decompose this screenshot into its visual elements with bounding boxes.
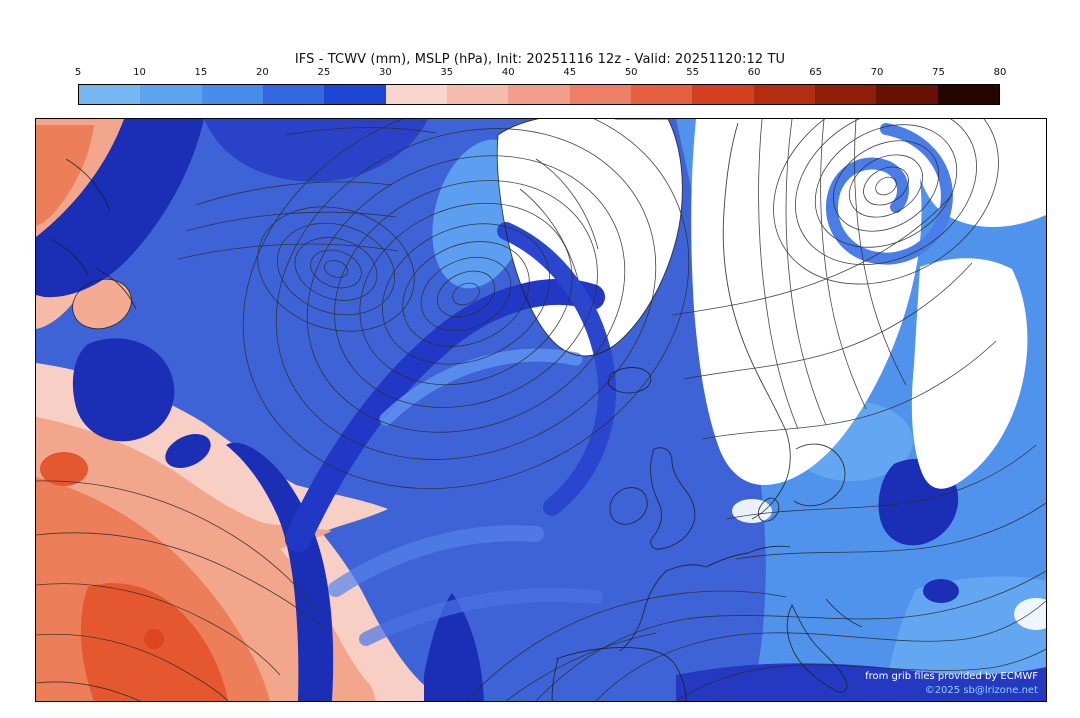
- colorbar-tick-label: 10: [133, 67, 146, 78]
- colorbar-segment: [569, 85, 631, 104]
- italy-coast: [786, 603, 848, 693]
- colorbar-tick-label: 65: [809, 67, 822, 78]
- colorbar-segment: [79, 85, 141, 104]
- colorbar-segment: [201, 85, 263, 104]
- britain-coast: [650, 447, 696, 550]
- scandinavia-dry-region: [691, 119, 922, 485]
- colorbar-segment: [753, 85, 815, 104]
- map-credits: from grib files provided by ECMWF ©2025 …: [865, 670, 1038, 698]
- colorbar-segment: [140, 85, 202, 104]
- credit-provider: from grib files provided by ECMWF: [865, 671, 1038, 682]
- colorbar-tick-label: 20: [256, 67, 269, 78]
- france-coast: [619, 570, 667, 652]
- colorbar-segment: [508, 85, 570, 104]
- credit-copyright: ©2025 sb@lrizone.net: [924, 685, 1038, 696]
- denmark-coast: [757, 497, 780, 522]
- coastlines: [49, 119, 863, 701]
- colorbar-tick-label: 40: [501, 67, 515, 78]
- east-dry-wedge: [911, 258, 1028, 489]
- colorbar-segment: [937, 85, 999, 104]
- colorbar-ticks: 5 10 15 20 25 30 35 40 45 50 55 60 65 70 75 80: [74, 67, 1007, 80]
- colorbar-segment: [262, 85, 325, 104]
- iceland-low-contours: [242, 119, 690, 489]
- map-frame: from grib files provided by ECMWF ©2025 …: [35, 118, 1047, 702]
- iberia-coast: [555, 647, 675, 664]
- colorbar-tick-label: 35: [440, 67, 454, 78]
- colorbar-segment: [876, 85, 938, 104]
- colorbar-tick-label: 55: [686, 67, 700, 78]
- colorbar-tick-label: 50: [624, 67, 638, 78]
- weather-map: [36, 119, 1046, 701]
- arctic-low-contours: [773, 119, 999, 285]
- colorbar-segment: [446, 85, 509, 104]
- colorbar-tick-label: 5: [74, 67, 82, 78]
- baltic-coast: [793, 443, 846, 507]
- chart-title: IFS - TCWV (mm), MSLP (hPa), Init: 20251…: [294, 52, 786, 67]
- greenland-coast: [496, 119, 683, 357]
- colorbar-tick-label: 80: [993, 67, 1007, 78]
- labrador-low-contours: [257, 206, 415, 332]
- colorbar-segment: [692, 85, 754, 104]
- norway-coast: [722, 122, 787, 432]
- iceland-coast: [607, 367, 652, 394]
- colorbar-tick-label: 75: [932, 67, 945, 78]
- colorbar-tick-label: 15: [194, 67, 208, 78]
- mslp-contours: [36, 119, 1046, 701]
- colorbar-tick-label: 70: [870, 67, 884, 78]
- colorbar-segment: [385, 85, 447, 104]
- tcwv-fill: [36, 119, 1046, 701]
- ireland-coast: [609, 487, 648, 525]
- colorbar-tick-label: 25: [317, 67, 331, 78]
- colorbar-segment: [630, 85, 693, 104]
- colorbar-segment: [814, 85, 877, 104]
- colorbar: [78, 84, 1000, 105]
- colorbar-segment: [324, 85, 386, 104]
- colorbar-tick-label: 45: [563, 67, 577, 78]
- labrador-coast: [49, 158, 137, 310]
- colorbar-tick-label: 30: [378, 67, 392, 78]
- colorbar-tick-label: 60: [747, 67, 761, 78]
